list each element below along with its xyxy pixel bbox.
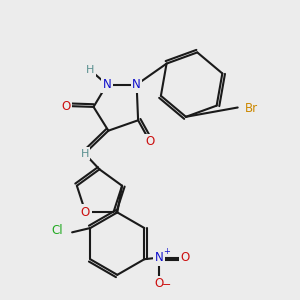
Text: O: O: [180, 251, 190, 264]
Text: O: O: [146, 135, 154, 148]
Text: N: N: [103, 78, 111, 91]
Text: Br: Br: [245, 103, 258, 116]
Text: −: −: [162, 280, 171, 290]
Text: Cl: Cl: [52, 224, 63, 237]
Text: O: O: [81, 206, 90, 219]
Text: N: N: [132, 78, 141, 91]
Text: H: H: [86, 65, 95, 75]
Text: H: H: [80, 148, 89, 159]
Text: +: +: [163, 247, 170, 256]
Text: N: N: [154, 251, 163, 264]
Text: O: O: [154, 277, 164, 290]
Text: O: O: [61, 100, 71, 112]
